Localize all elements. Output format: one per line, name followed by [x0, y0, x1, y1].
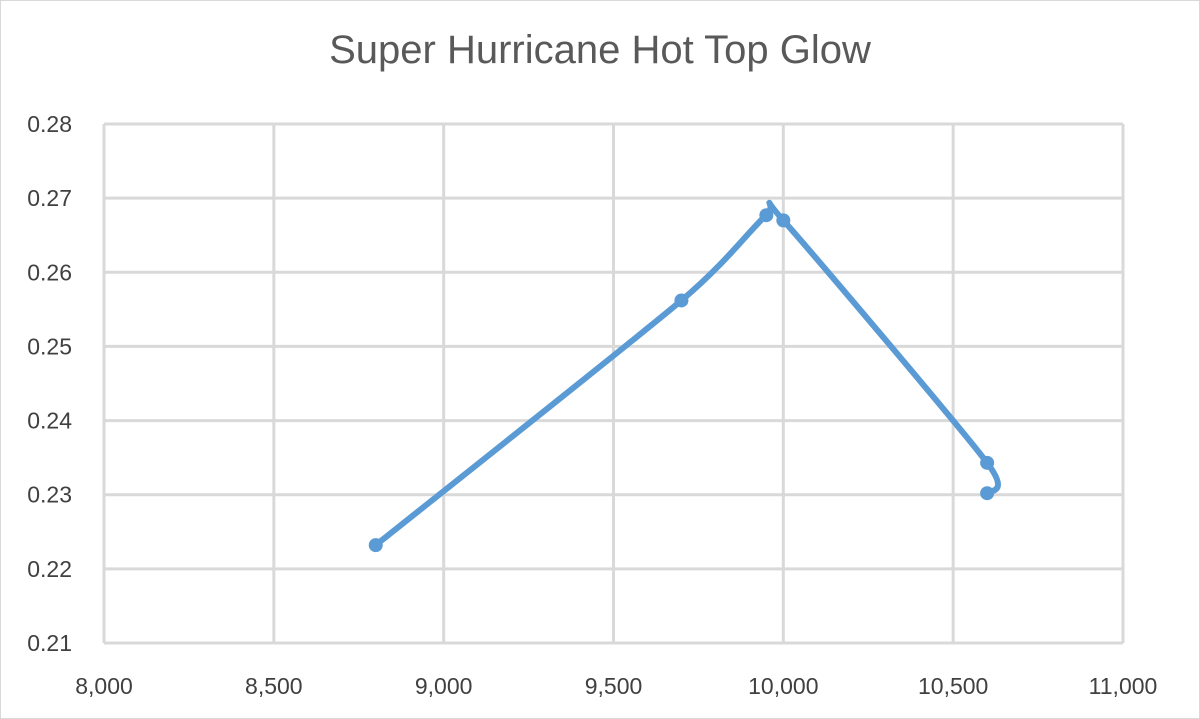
gridlines: [102, 122, 1125, 645]
chart-title: Super Hurricane Hot Top Glow: [329, 28, 871, 72]
data-point: [776, 213, 791, 228]
x-tick-label: 8,500: [245, 673, 303, 699]
series-line: [372, 199, 1001, 549]
y-tick-label: 0.25: [27, 333, 72, 359]
y-tick-label: 0.22: [27, 556, 72, 582]
x-axis-tick-labels: 8,000 8,500 9,000 9,500 10,000 10,500 11,000: [75, 673, 1157, 699]
y-tick-label: 0.28: [27, 111, 72, 137]
y-tick-label: 0.26: [27, 259, 72, 285]
y-tick-label: 0.21: [27, 630, 72, 656]
x-tick-label: 9,000: [415, 673, 473, 699]
data-point: [674, 293, 689, 308]
y-axis-tick-labels: 0.21 0.22 0.23 0.24 0.25 0.26 0.27 0.28: [27, 111, 72, 656]
y-tick-label: 0.27: [27, 185, 72, 211]
data-point: [759, 208, 774, 223]
x-tick-label: 10,500: [918, 673, 988, 699]
data-point: [980, 455, 995, 470]
x-tick-label: 8,000: [75, 673, 133, 699]
data-point: [980, 486, 995, 501]
x-tick-label: 9,500: [585, 673, 643, 699]
data-point: [368, 538, 383, 553]
x-tick-label: 10,000: [748, 673, 818, 699]
y-tick-label: 0.24: [27, 408, 72, 434]
series-layer: [368, 199, 1001, 553]
x-tick-label: 11,000: [1089, 673, 1158, 699]
y-tick-label: 0.23: [27, 482, 72, 508]
